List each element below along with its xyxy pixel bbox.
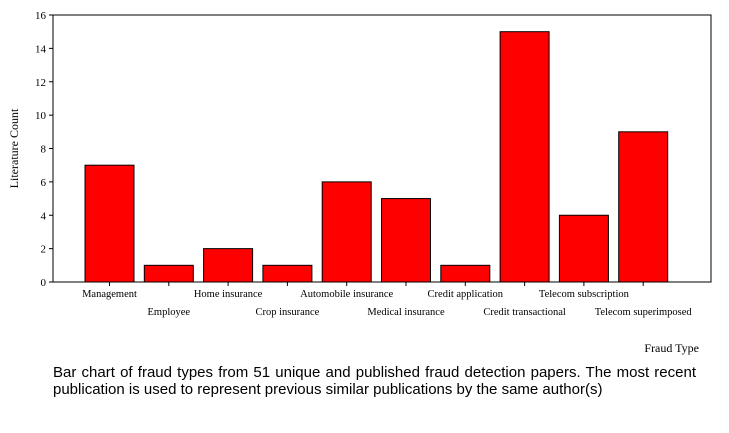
y-tick-label: 8 (41, 144, 47, 156)
x-tick-label: Management (82, 289, 137, 300)
y-axis-title: Literature Count (7, 108, 21, 188)
x-tick-label: Telecom subscription (539, 289, 630, 300)
x-axis-title: Fraud Type (644, 341, 699, 355)
x-tick-label: Telecom superimposed (595, 307, 693, 318)
y-tick-label: 14 (35, 43, 47, 55)
x-tick-label: Employee (148, 307, 191, 318)
figure-caption: Bar chart of fraud types from 51 unique … (53, 364, 696, 398)
bar (143, 264, 194, 283)
bar (499, 31, 550, 283)
x-tick-label: Medical insurance (367, 307, 445, 318)
x-tick-label: Home insurance (194, 289, 263, 300)
y-tick-label: 6 (41, 177, 47, 189)
bar (558, 214, 609, 283)
y-axis: 0 2 4 6 8 10 12 14 16 (35, 10, 53, 289)
y-tick-label: 12 (35, 77, 46, 89)
x-tick-label: Crop insurance (255, 307, 319, 318)
bar (618, 131, 669, 283)
bar (203, 248, 254, 283)
bar (440, 264, 491, 283)
bar (321, 181, 372, 283)
x-tick-label: Automobile insurance (300, 289, 393, 300)
x-tick-label: Credit application (428, 289, 504, 300)
y-tick-label: 16 (35, 10, 47, 22)
bars (84, 31, 669, 283)
y-tick-label: 4 (41, 210, 47, 222)
x-tick-label: Credit transactional (483, 307, 566, 318)
bar (84, 164, 135, 283)
bar (262, 264, 313, 283)
y-tick-label: 0 (41, 277, 47, 289)
y-tick-label: 2 (41, 244, 47, 256)
y-tick-label: 10 (35, 110, 47, 122)
bar (381, 198, 431, 283)
